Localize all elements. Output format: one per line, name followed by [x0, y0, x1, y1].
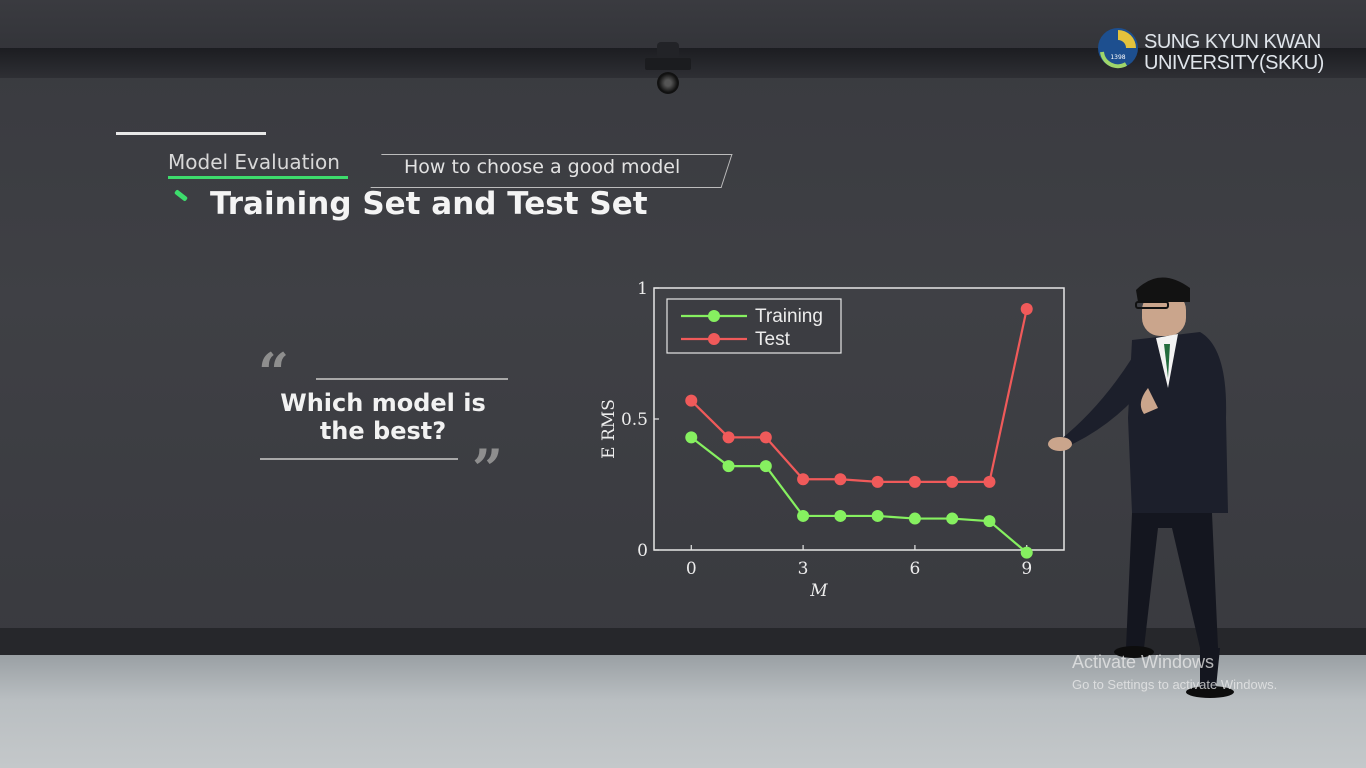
university-emblem-icon: 1398 [1098, 28, 1138, 69]
y-axis-label: E RMS [599, 399, 619, 459]
watermark-subtitle: Go to Settings to activate Windows. [1072, 677, 1278, 692]
legend-box [666, 298, 842, 354]
data-point-test [871, 475, 884, 488]
data-point-training [759, 460, 772, 473]
data-point-test [834, 473, 847, 486]
data-point-training [797, 509, 810, 522]
data-point-test [1020, 302, 1033, 315]
y-tick-label: 1 [637, 279, 648, 299]
series-line-training [690, 436, 1028, 554]
breadcrumb-section: Model Evaluation [168, 150, 340, 174]
data-point-test [983, 475, 996, 488]
university-logo: 1398 SUNG KYUN KWAN UNIVERSITY(SKKU) [1096, 26, 1336, 80]
quote-rule-bottom [260, 458, 458, 460]
university-name: SUNG KYUN KWAN UNIVERSITY(SKKU) [1144, 31, 1324, 74]
breadcrumb-underline [168, 176, 348, 179]
x-tick-label: 6 [909, 559, 920, 579]
data-point-training [946, 512, 959, 525]
series-line-test [690, 308, 1028, 483]
quote-text: Which model is the best? [258, 389, 508, 445]
data-point-test [722, 431, 735, 444]
data-point-training [1020, 546, 1033, 559]
breadcrumb-topic: How to choose a good model [404, 156, 681, 178]
ceiling-camera-icon [645, 40, 691, 98]
x-tick-label: 0 [686, 559, 697, 579]
data-point-test [685, 394, 698, 407]
presenter-figure [1048, 277, 1234, 698]
close-quote-icon: ” [472, 437, 504, 501]
data-point-training [871, 509, 884, 522]
breadcrumb: Model Evaluation How to choose a good mo… [116, 132, 736, 192]
x-tick-label: 3 [798, 559, 809, 579]
floor [0, 655, 1366, 768]
x-tick-label: 9 [1021, 559, 1032, 579]
y-tick-label: 0 [637, 541, 648, 561]
legend-swatch-marker [708, 310, 720, 322]
open-quote-icon: “ [258, 341, 290, 405]
data-point-test [908, 475, 921, 488]
legend-label: Test [755, 329, 791, 350]
x-axis-label: M [809, 581, 828, 598]
data-point-training [983, 515, 996, 528]
data-point-training [722, 460, 735, 473]
data-point-test [797, 473, 810, 486]
quote-rule-top [316, 378, 508, 380]
y-tick-label: 0.5 [621, 410, 648, 430]
breadcrumb-top-line [116, 132, 266, 135]
watermark-title: Activate Windows [1072, 652, 1215, 672]
page-title: Training Set and Test Set [210, 186, 648, 222]
svg-text:1398: 1398 [1110, 54, 1125, 61]
data-point-test [759, 431, 772, 444]
legend-swatch-marker [708, 333, 720, 345]
activate-windows-watermark: Activate Windows Go to Settings to activ… [1072, 652, 1277, 692]
legend-label: Training [755, 306, 823, 327]
data-point-test [946, 475, 959, 488]
quote-block: “ Which model is the best? ” [258, 341, 518, 501]
data-point-training [908, 512, 921, 525]
quote-line-2: the best? [319, 417, 447, 445]
data-point-training [834, 509, 847, 522]
quote-line-1: Which model is [280, 389, 486, 417]
data-point-training [685, 431, 698, 444]
